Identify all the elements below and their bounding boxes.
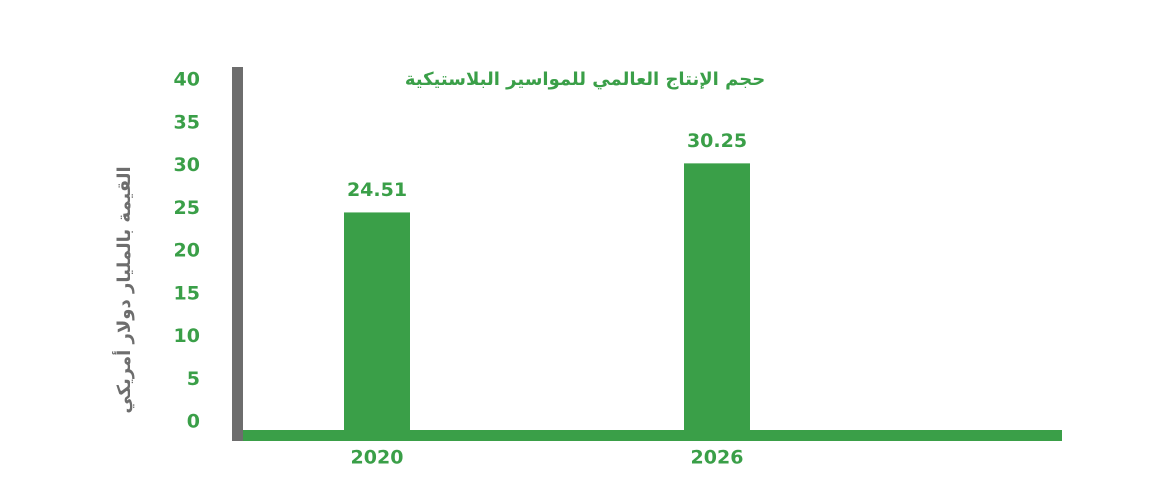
bar <box>684 163 750 431</box>
value-label: 24.51 <box>347 179 407 201</box>
y-tick-label: 25 <box>174 197 200 219</box>
x-tick-label: 2026 <box>691 447 744 469</box>
y-tick-label: 35 <box>174 111 200 133</box>
y-axis-bar <box>232 67 243 441</box>
y-axis-title: القيمة بالمليار دولار أمريكي <box>112 166 135 413</box>
x-tick-label: 2020 <box>351 447 404 469</box>
y-tick-label: 0 <box>187 411 200 433</box>
y-tick-label: 20 <box>174 240 200 262</box>
y-tick-label: 40 <box>174 69 200 91</box>
bar <box>344 212 410 430</box>
y-tick-label: 15 <box>174 282 200 304</box>
y-tick-label: 10 <box>174 325 200 347</box>
chart-title: حجم الإنتاج العالمي للمواسير البلاستيكية <box>405 69 765 90</box>
baseline <box>243 430 1062 441</box>
y-tick-label: 5 <box>187 368 200 390</box>
value-label: 30.25 <box>687 130 747 152</box>
y-tick-label: 30 <box>174 154 200 176</box>
